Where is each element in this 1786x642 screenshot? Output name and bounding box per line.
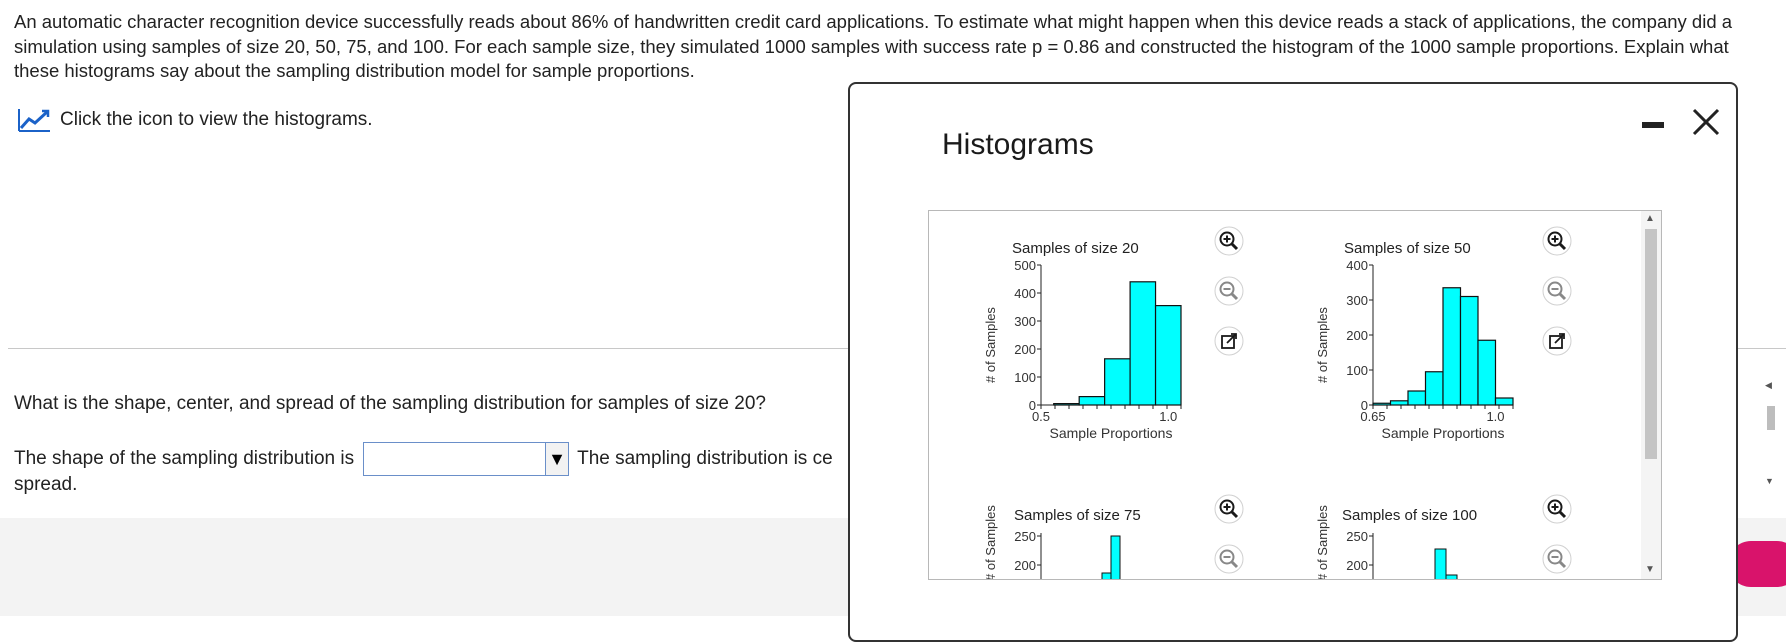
link-label[interactable]: Click the icon to view the histograms. (60, 109, 373, 130)
zoom-out-icon[interactable] (1214, 544, 1244, 574)
histogram-bar (1372, 402, 1392, 406)
x-tick-label: 1.0 (1486, 409, 1504, 424)
y-axis-label: # of Samples (983, 505, 998, 580)
chart-title: Samples of size 20 (1012, 240, 1139, 257)
x-axis-label: Sample Proportions (1382, 425, 1505, 441)
zoom-out-icon[interactable] (1214, 276, 1244, 306)
histogram-bar (1110, 535, 1121, 579)
y-tick-label: 300 (1014, 314, 1036, 329)
x-tick-label: 1.0 (1159, 409, 1177, 424)
y-tick-label: 200 (1346, 328, 1368, 343)
histogram-bar (1154, 304, 1182, 406)
histogram-bar (1459, 295, 1479, 406)
x-tick-label: 0.5 (1032, 409, 1050, 424)
answer-suffix: The sampling distribution is ce (577, 448, 833, 469)
zoom-in-icon[interactable] (1214, 494, 1244, 524)
y-tick-label: 250 (1346, 529, 1368, 544)
chart-title: Samples of size 75 (1014, 507, 1141, 524)
answer-line: The shape of the sampling distribution i… (14, 442, 833, 476)
x-axis-label: Sample Proportions (1050, 425, 1173, 441)
y-tick-label: 300 (1346, 293, 1368, 308)
histogram-bar (1494, 397, 1514, 406)
question-text: What is the shape, center, and spread of… (14, 393, 766, 414)
y-tick-label: 0 (1361, 398, 1368, 413)
histogram-viewer[interactable]: Samples of size 20 # of Samples 0 100 200 300… (928, 210, 1662, 580)
histogram-bar (1129, 281, 1157, 406)
minimize-button[interactable] (1642, 122, 1664, 128)
shape-dropdown[interactable]: ▼ (363, 442, 570, 476)
x-tick-label: 0.65 (1360, 409, 1385, 424)
y-axis-label: # of Samples (1315, 505, 1330, 580)
viewer-scrollbar[interactable]: ▲ ▼ (1641, 211, 1661, 579)
zoom-in-icon[interactable] (1542, 226, 1572, 256)
y-axis-label: # of Samples (983, 307, 998, 383)
scroll-up-icon[interactable]: ◀ (1765, 380, 1772, 390)
histogram-bar (1078, 396, 1106, 406)
y-tick-label: 100 (1346, 363, 1368, 378)
histograms-modal: Histograms Samples of size 20 # of Sample… (848, 82, 1738, 642)
modal-title: Histograms (942, 128, 1094, 161)
zoom-in-icon[interactable] (1214, 226, 1244, 256)
chart-title: Samples of size 50 (1344, 240, 1471, 257)
y-tick-label: 0 (1029, 398, 1036, 413)
chart-title: Samples of size 100 (1342, 507, 1477, 524)
y-tick-label: 200 (1014, 342, 1036, 357)
y-tick-label: 250 (1014, 529, 1036, 544)
problem-text: An automatic character recognition devic… (14, 11, 1733, 81)
zoom-out-icon[interactable] (1542, 276, 1572, 306)
view-histograms-link[interactable]: Click the icon to view the histograms. (16, 106, 373, 134)
answer-line-2: spread. (14, 474, 78, 495)
histogram-bar (1053, 403, 1080, 406)
histogram-bar (1101, 572, 1112, 579)
histogram-canvas: Samples of size 20 # of Samples 0 100 200 300… (983, 226, 1572, 580)
popout-icon[interactable] (1542, 326, 1572, 356)
histogram-bar (1477, 339, 1497, 406)
histogram-bar (1389, 400, 1409, 406)
viewer-scroll-down-icon[interactable]: ▼ (1645, 564, 1655, 575)
viewer-scroll-thumb[interactable] (1645, 229, 1657, 459)
histogram-bar (1434, 548, 1447, 579)
y-axis-label: # of Samples (1315, 307, 1330, 383)
close-icon[interactable] (1688, 104, 1724, 140)
y-tick-label: 400 (1346, 258, 1368, 273)
viewer-scroll-up-icon[interactable]: ▲ (1645, 213, 1655, 224)
y-tick-label: 200 (1346, 558, 1368, 573)
scroll-down-icon[interactable]: ▼ (1765, 476, 1774, 486)
dropdown-arrow-icon[interactable]: ▼ (545, 443, 569, 475)
y-tick-label: 500 (1014, 258, 1036, 273)
scroll-thumb[interactable] (1767, 406, 1775, 430)
histogram-bar (1424, 371, 1444, 406)
histogram-bar (1445, 574, 1458, 579)
y-tick-label: 400 (1014, 286, 1036, 301)
histogram-bar (1407, 390, 1427, 406)
answer-prefix: The shape of the sampling distribution i… (14, 448, 355, 469)
y-tick-label: 200 (1014, 558, 1036, 573)
page-scrollbar[interactable]: ◀ ▼ (1764, 376, 1778, 496)
histogram-bar (1442, 287, 1462, 406)
chart-icon[interactable] (16, 106, 52, 134)
popout-icon[interactable] (1214, 326, 1244, 356)
zoom-in-icon[interactable] (1542, 494, 1572, 524)
zoom-out-icon[interactable] (1542, 544, 1572, 574)
histogram-bar (1104, 358, 1131, 406)
y-tick-label: 100 (1014, 370, 1036, 385)
